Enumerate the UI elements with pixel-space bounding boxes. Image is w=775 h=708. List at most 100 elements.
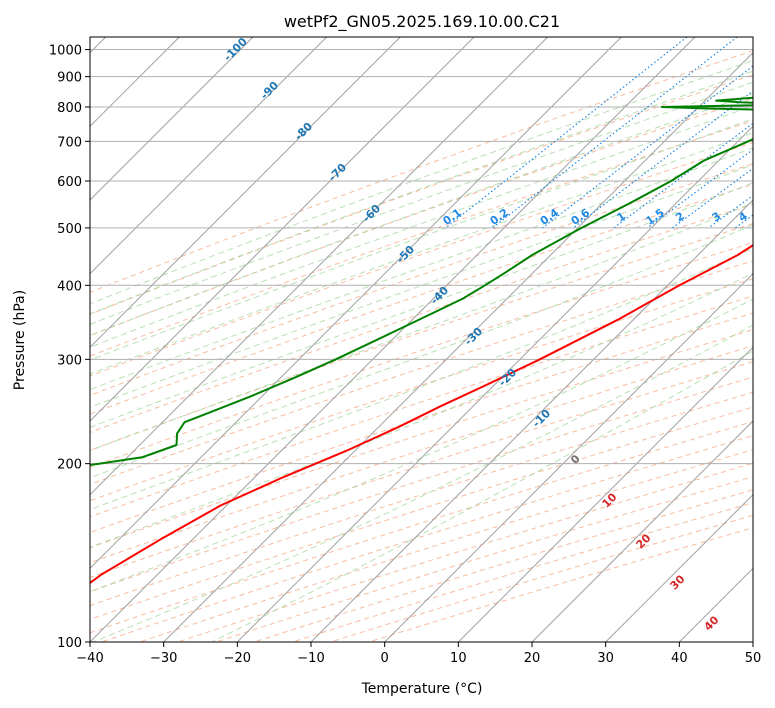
isotherm-line (163, 51, 753, 642)
y-tick-label: 600 (57, 175, 82, 190)
dry-adiabat-line (90, 120, 753, 357)
isotherm-label: -50 (394, 243, 417, 266)
moist-adiabat-line (90, 298, 753, 593)
isotherm-line (90, 37, 401, 349)
isotherm-line (90, 37, 549, 496)
isotherm-line (90, 37, 475, 422)
isotherm-line (90, 37, 328, 275)
isotherm-label: -90 (258, 79, 281, 102)
temperature-profile-line (90, 243, 753, 585)
isotherm-label: -40 (428, 284, 451, 307)
y-tick-label: 1000 (49, 44, 82, 59)
moist-adiabat-line (92, 324, 753, 642)
grid-layer (90, 37, 753, 642)
dry-adiabat-line (90, 142, 753, 377)
x-tick-label: 40 (671, 651, 688, 666)
dry-adiabat-line (90, 329, 753, 549)
isotherm-label: 0 (568, 452, 583, 467)
moist-adiabat-line (90, 70, 753, 315)
isotherm-line (90, 37, 622, 570)
isotherm-label: -20 (496, 366, 519, 389)
x-tick-label: −40 (76, 651, 103, 666)
dry-adiabat-line (90, 223, 753, 451)
dry-adiabat-line (90, 203, 753, 433)
y-tick-label: 900 (57, 71, 82, 86)
x-tick-label: 20 (524, 651, 541, 666)
dewpoint-profile-line (90, 96, 753, 467)
y-tick-label: 700 (57, 135, 82, 150)
moist-adiabat-line (90, 164, 753, 408)
x-tick-label: −20 (224, 651, 251, 666)
isotherm-line (90, 37, 254, 201)
x-tick-label: −30 (150, 651, 177, 666)
mixing-ratio-line (572, 90, 753, 229)
plot-frame (89, 36, 754, 643)
mixing-ratio-line (492, 37, 738, 229)
dry-adiabat-line (90, 278, 753, 502)
isotherm-line (531, 420, 753, 642)
y-axis-label: Pressure (hPa) (12, 290, 28, 390)
dry-adiabat-line (90, 406, 753, 620)
mixing-ratio-line (672, 167, 753, 229)
x-tick-label: 10 (450, 651, 467, 666)
moist-adiabat-line (211, 350, 753, 642)
x-tick-label: 30 (597, 651, 614, 666)
y-tick-label: 200 (57, 458, 82, 473)
tick-layer: −40 −30 −20 −10 0 10 20 30 40 5010020030040050060… (49, 44, 761, 666)
dry-adiabat-line (290, 502, 753, 642)
dry-adiabat-line (90, 183, 753, 415)
isotherm-line (236, 125, 753, 642)
moist-adiabat-line (90, 118, 753, 361)
moist-adiabat-line (90, 93, 753, 336)
y-tick-label: 300 (57, 353, 82, 368)
moist-adiabat-line (90, 60, 753, 305)
dry-adiabat-line (90, 376, 753, 593)
isotherm-line (310, 199, 753, 642)
dry-adiabat-line (90, 50, 753, 293)
dry-adiabat-line (90, 97, 753, 337)
dry-adiabat-line (90, 345, 753, 564)
x-tick-label: −10 (297, 651, 324, 666)
isotherm-label: 30 (668, 572, 688, 592)
dry-adiabat-line (90, 163, 753, 396)
dry-adiabat-line (90, 391, 753, 607)
moist-adiabat-line (90, 224, 753, 479)
moist-adiabat-line (90, 247, 753, 511)
mixing-ratio-line (445, 37, 688, 229)
isotherm-line (457, 346, 753, 642)
isotherm-label: -30 (462, 325, 485, 348)
moist-adiabat-line (90, 132, 753, 375)
x-axis-label: Temperature (°C) (361, 681, 483, 697)
mixing-ratio-label: 2 (673, 209, 687, 224)
moist-adiabat-line (90, 81, 753, 325)
chart-title: wetPf2_GN05.2025.169.10.00.C21 (284, 12, 560, 32)
dry-adiabat-line (90, 361, 753, 578)
moist-adiabat-line (90, 272, 753, 548)
dry-adiabat-line (90, 74, 753, 315)
dry-adiabat-line (90, 312, 753, 534)
mixing-ratio-label: 4 (736, 209, 750, 224)
moist-adiabat-line (90, 182, 753, 428)
mixing-ratio-line (542, 65, 753, 229)
moist-adiabat-line (90, 147, 753, 391)
y-tick-label: 500 (57, 222, 82, 237)
isotherm-line (752, 641, 753, 642)
isotherm-line (90, 37, 696, 642)
x-tick-label: 50 (745, 651, 762, 666)
mixing-ratio-line (613, 122, 753, 229)
dry-adiabat-line (90, 260, 753, 485)
isotherm-line (605, 493, 753, 642)
isotherm-label: -10 (530, 407, 553, 430)
dry-adiabat-line (366, 527, 753, 642)
dry-adiabat-line (90, 241, 753, 469)
y-tick-label: 100 (57, 636, 82, 651)
mixing-ratio-line (734, 214, 753, 229)
y-tick-label: 400 (57, 279, 82, 294)
mixing-ratio-label: 1.5 (643, 206, 666, 228)
isotherm-line (384, 272, 753, 642)
mixing-ratio-label: 3 (709, 209, 723, 224)
x-tick-label: 0 (381, 651, 389, 666)
dry-adiabat-line (90, 420, 753, 634)
moist-adiabat-line (90, 105, 753, 348)
